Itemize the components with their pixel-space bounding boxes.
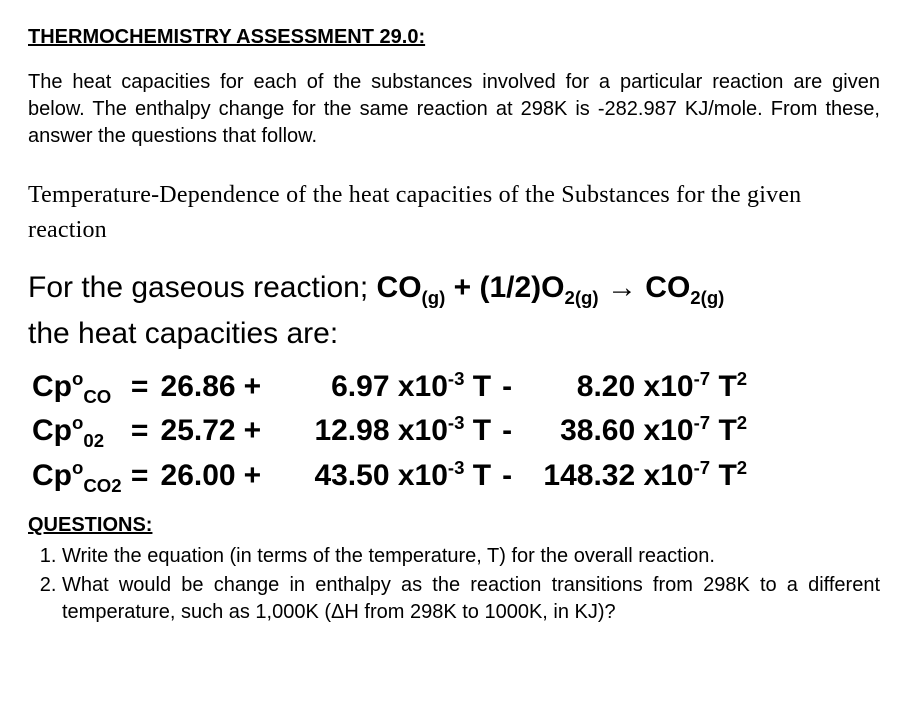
intro-paragraph: The heat capacities for each of the subs… xyxy=(28,69,880,150)
term-c: 8.20 x10-7 T2 xyxy=(519,365,751,410)
reaction-equation: For the gaseous reaction; CO(g) + (1/2)O… xyxy=(28,268,880,309)
heat-capacity-equations: CpoCO = 26.86 + 6.97 x10-3 T - 8.20 x10-… xyxy=(28,365,751,499)
reaction-note: the heat capacities are: xyxy=(28,314,880,355)
cp-row-co2: CpoCO2 = 26.00 + 43.50 x10-3 T - 148.32 … xyxy=(28,454,751,499)
term-a: 26.86 xyxy=(154,365,240,410)
term-c: 148.32 x10-7 T2 xyxy=(519,454,751,499)
term-c: 38.60 x10-7 T2 xyxy=(519,409,751,454)
equals-sign: = xyxy=(126,454,154,499)
cp-symbol: Cpo02 xyxy=(28,409,126,454)
cp-symbol: CpoCO xyxy=(28,365,126,410)
minus-sign: - xyxy=(495,454,519,499)
reaction-label: For the gaseous reaction; xyxy=(28,271,377,304)
term-a: 25.72 xyxy=(154,409,240,454)
questions-heading: QUESTIONS: xyxy=(28,512,880,539)
term-b: 6.97 x10-3 T xyxy=(265,365,495,410)
minus-sign: - xyxy=(495,365,519,410)
plus-sign: + xyxy=(240,409,266,454)
plus-sign: + xyxy=(240,454,266,499)
questions-list: Write the equation (in terms of the temp… xyxy=(28,543,880,626)
term-b: 12.98 x10-3 T xyxy=(265,409,495,454)
term-b: 43.50 x10-3 T xyxy=(265,454,495,499)
equals-sign: = xyxy=(126,365,154,410)
question-2: What would be change in enthalpy as the … xyxy=(62,572,880,626)
assessment-title: THERMOCHEMISTRY ASSESSMENT 29.0: xyxy=(28,24,880,51)
reaction-formula: CO(g) + (1/2)O2(g) → CO2(g) xyxy=(377,271,725,304)
equals-sign: = xyxy=(126,409,154,454)
question-1: Write the equation (in terms of the temp… xyxy=(62,543,880,570)
cp-symbol: CpoCO2 xyxy=(28,454,126,499)
term-a: 26.00 xyxy=(154,454,240,499)
cp-row-o2: Cpo02 = 25.72 + 12.98 x10-3 T - 38.60 x1… xyxy=(28,409,751,454)
minus-sign: - xyxy=(495,409,519,454)
cp-row-co: CpoCO = 26.86 + 6.97 x10-3 T - 8.20 x10-… xyxy=(28,365,751,410)
plus-sign: + xyxy=(240,365,266,410)
subheading: Temperature-Dependence of the heat capac… xyxy=(28,178,880,248)
